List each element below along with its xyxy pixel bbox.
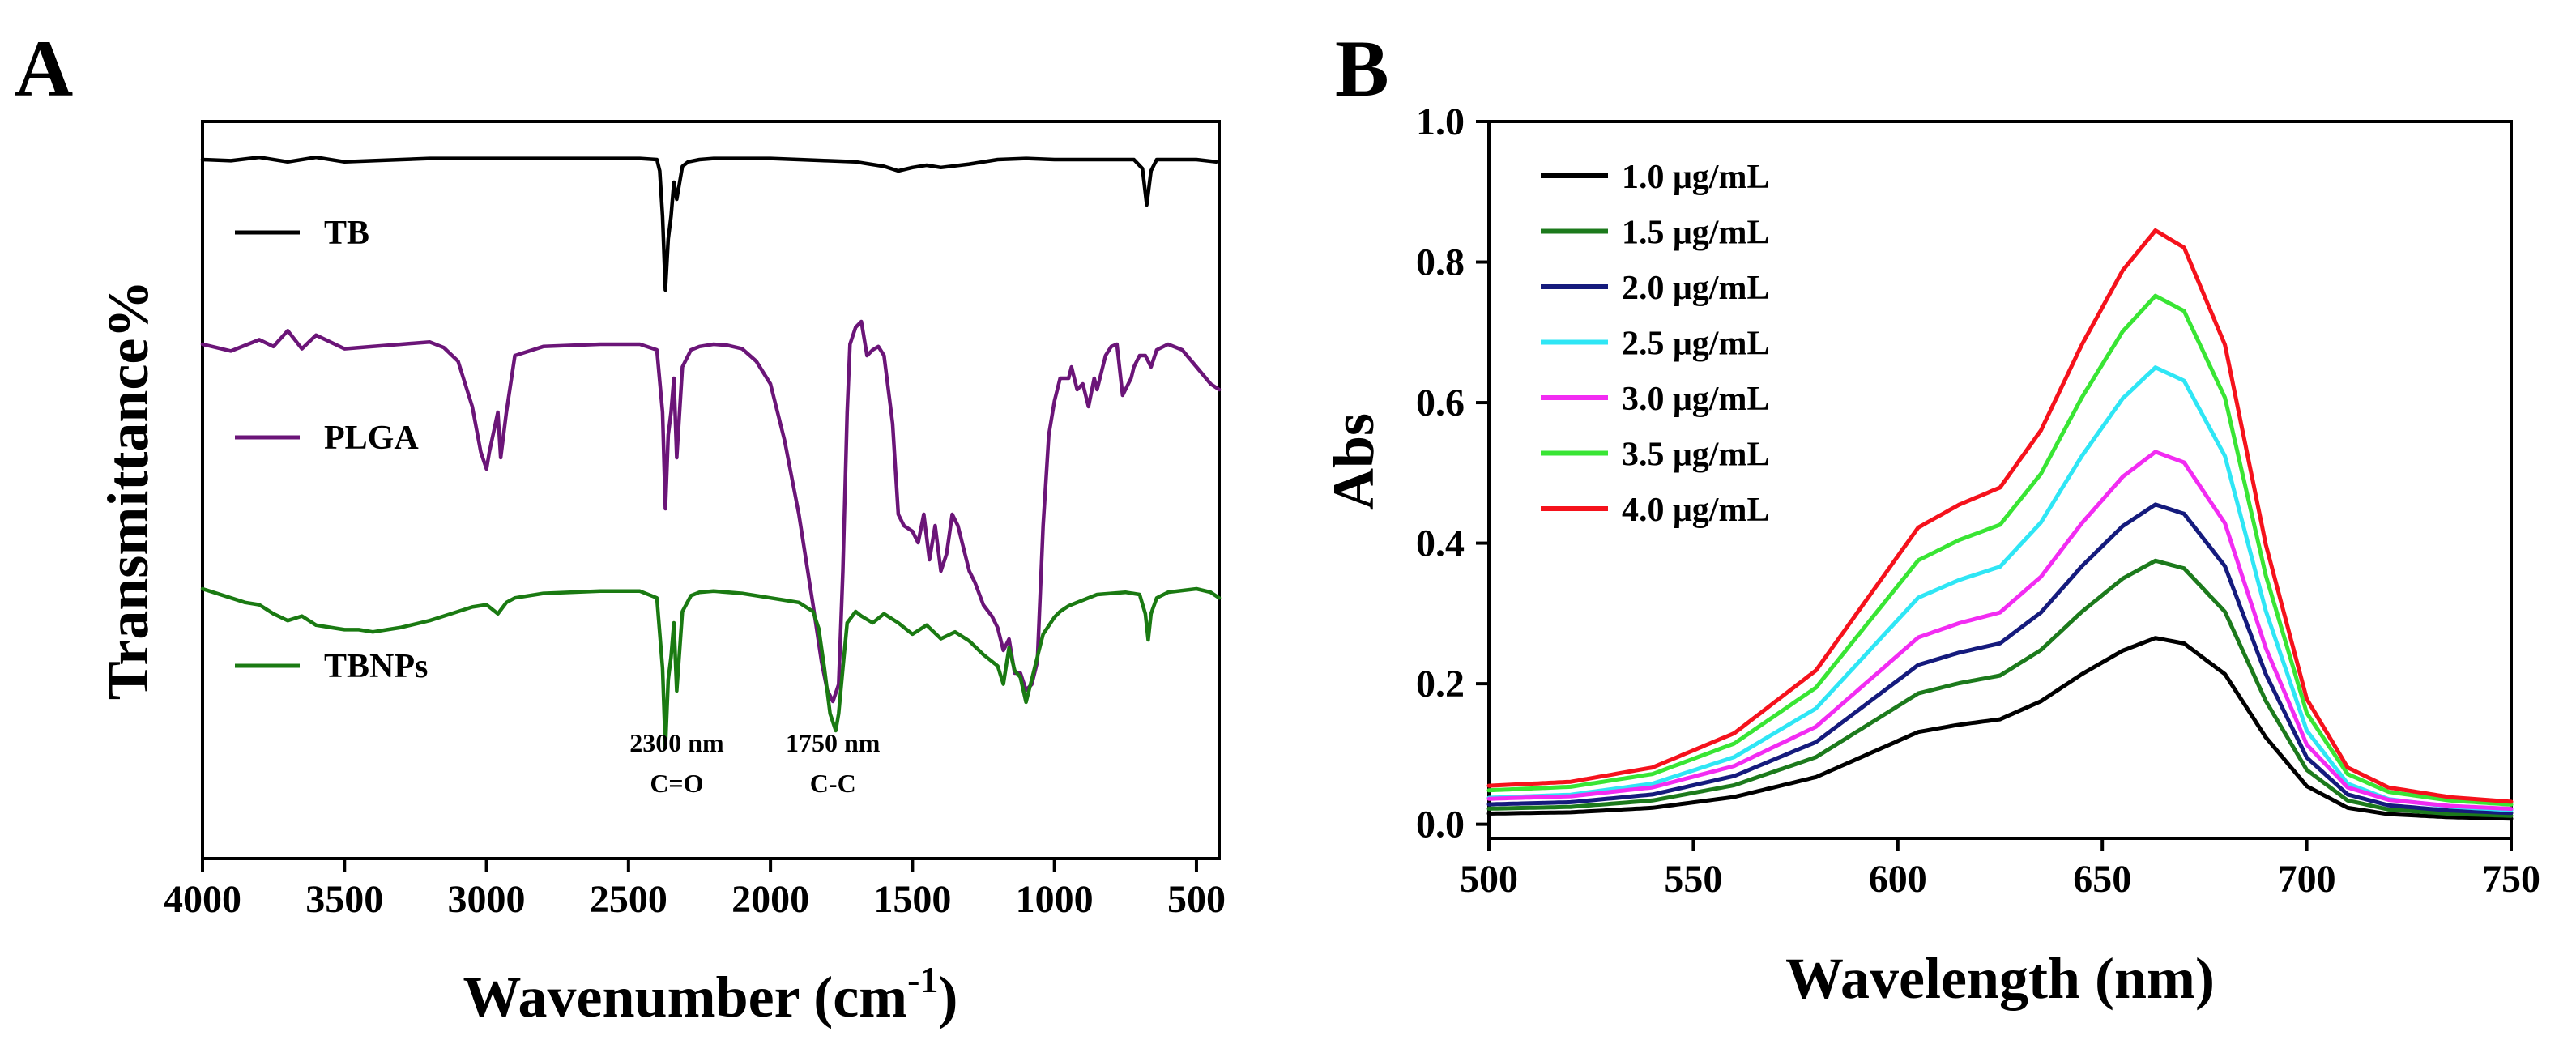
- panel-b-y-tick-label: 1.0: [1416, 100, 1465, 143]
- annotation-line1: 2300 nm: [629, 728, 724, 757]
- panel-a-spectra: [200, 155, 1222, 750]
- legend-label-2: 2.0 μg/mL: [1622, 270, 1769, 307]
- spectrum-plga: [200, 319, 1222, 704]
- panel-a-y-axis-title: Transmittance%: [96, 280, 160, 701]
- abs-curve-3: [1486, 365, 2514, 812]
- panel-a-frame: [201, 120, 1221, 860]
- panel-a-legend: TB PLGA TBNPs: [235, 215, 428, 685]
- legend-label-5: 3.5 μg/mL: [1622, 437, 1769, 474]
- spectrum-tb: [200, 155, 1218, 292]
- panel-b-x-tick-label: 600: [1869, 858, 1927, 901]
- panel-b-x-tick-label: 550: [1664, 858, 1722, 901]
- annotation-line2: C-C: [810, 769, 856, 798]
- panel-b-spectra: [1486, 228, 2514, 821]
- panel-a-x-tick-label: 500: [1167, 878, 1226, 921]
- panel-a-x-tick-label: 1000: [1016, 878, 1094, 921]
- panel-a-x-tick-label: 2000: [731, 878, 809, 921]
- panel-b-y-tick-label: 0.2: [1416, 663, 1465, 705]
- panel-b-y-tick-label: 0.4: [1416, 522, 1465, 565]
- panel-b-x-axis-title: Wavelength (nm): [1785, 946, 2215, 1011]
- legend-label-6: 4.0 μg/mL: [1622, 492, 1769, 529]
- panel-b-y-tick-label: 0.0: [1416, 803, 1465, 846]
- panel-b-y-tick-label: 0.8: [1416, 241, 1465, 284]
- x-title-end: ): [938, 965, 957, 1029]
- annotation-line2: C=O: [650, 769, 703, 798]
- legend-label-4: 3.0 μg/mL: [1622, 381, 1769, 418]
- abs-curve-0: [1486, 636, 2514, 821]
- panel-b-ticks: 500 550 600 650 700 750 0.0 0.2 0.4 0.6 0.8 1.0: [1416, 100, 2540, 901]
- panel-b-letter: B: [1335, 23, 1389, 113]
- panel-a-x-tick-label: 3000: [448, 878, 526, 921]
- panel-a-letter: A: [15, 23, 73, 113]
- abs-curve-4: [1486, 450, 2514, 812]
- panel-b-x-tick-label: 650: [2073, 858, 2131, 901]
- panel-b-frame: [1487, 120, 2513, 840]
- legend-label-3: 2.5 μg/mL: [1622, 326, 1769, 363]
- panel-b-x-tick-label: 700: [2278, 858, 2336, 901]
- legend-label-0: 1.0 μg/mL: [1622, 159, 1769, 196]
- x-title-main: Wavenumber (cm: [463, 965, 908, 1029]
- abs-curve-5: [1486, 293, 2514, 807]
- legend-label-1: 1.5 μg/mL: [1622, 215, 1769, 252]
- panel-a-x-axis-title: Wavenumber (cm-1): [463, 959, 958, 1029]
- abs-curve-2: [1486, 502, 2514, 816]
- x-title-superscript: -1: [907, 959, 938, 1000]
- abs-curve-6: [1486, 228, 2514, 804]
- panel-b-x-tick-label: 500: [1460, 858, 1518, 901]
- legend-label-tbnps: TBNPs: [324, 648, 428, 685]
- panel-a-x-tick-label: 1500: [873, 878, 951, 921]
- legend-label-tb: TB: [324, 215, 369, 252]
- legend-label-plga: PLGA: [324, 420, 419, 457]
- panel-b-legend: 1.0 μg/mL 1.5 μg/mL 2.0 μg/mL 2.5 μg/mL 3.0 …: [1541, 159, 1769, 529]
- panel-a-x-ticks: 4000 3500 3000 2500 2000 1500 1000 500: [164, 859, 1226, 921]
- panel-b-y-axis-title: Abs: [1321, 413, 1386, 510]
- panel-a-annotations: 2300 nm C=O 1750 nm C-C: [629, 728, 881, 798]
- panel-a-x-tick-label: 4000: [164, 878, 241, 921]
- spectrum-tbnps: [200, 586, 1222, 750]
- annotation-line1: 1750 nm: [786, 728, 881, 757]
- abs-curve-1: [1486, 558, 2514, 818]
- panel-b-x-tick-label: 750: [2482, 858, 2540, 901]
- panel-a: A 4000 3500 3000 2500 2000 1500 1000 500 TB PLGA…: [15, 23, 1226, 1029]
- panel-a-x-tick-label: 3500: [305, 878, 383, 921]
- panel-b-y-tick-label: 0.6: [1416, 381, 1465, 424]
- panel-b: B 500 550 600 650 700 750 0.0 0.2 0.4 0.6 0.8 1.0 1…: [1321, 23, 2540, 1011]
- panel-a-x-tick-label: 2500: [590, 878, 667, 921]
